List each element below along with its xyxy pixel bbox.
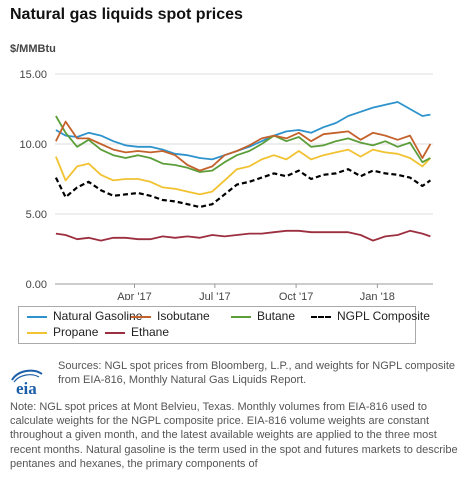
chart-title: Natural gas liquids spot prices bbox=[10, 6, 243, 23]
y-axis-label: $/MMBtu bbox=[10, 43, 56, 55]
series-line-propane bbox=[55, 148, 432, 196]
x-tick-label: Jan '18 bbox=[360, 291, 395, 300]
sources-text: Sources: NGL spot prices from Bloomberg,… bbox=[58, 360, 455, 386]
y-tick-labels: 0.00 5.00 10.00 15.00 bbox=[19, 69, 47, 291]
legend-label: Propane bbox=[53, 325, 99, 339]
series-line-butane bbox=[55, 115, 431, 173]
legend-swatch bbox=[105, 331, 125, 334]
note-text: Note: NGL spot prices at Mont Belvieu, T… bbox=[10, 401, 458, 470]
legend-item: Butane bbox=[231, 309, 295, 323]
series-lines bbox=[54, 101, 432, 242]
x-tick-label: Oct '17 bbox=[279, 291, 314, 300]
series-line-ngpl-composite bbox=[54, 168, 432, 209]
legend: Natural Gasoline Isobutane Butane NGPL Comp… bbox=[18, 306, 430, 344]
legend-label: NGPL Composite bbox=[337, 309, 430, 323]
line-chart: $/MMBtu 0.00 5.00 10.00 15.00 Apr '17 Jul '1… bbox=[10, 43, 433, 300]
legend-label: Isobutane bbox=[157, 309, 210, 323]
legend-swatch bbox=[131, 315, 151, 318]
x-tick-label: Apr '17 bbox=[117, 291, 152, 300]
eia-logo: eia bbox=[8, 368, 48, 398]
y-tick-label: 10.00 bbox=[19, 139, 47, 151]
y-tick-label: 0.00 bbox=[26, 279, 47, 291]
series-line-isobutane bbox=[55, 120, 432, 172]
legend-swatch bbox=[27, 331, 47, 334]
eia-logo-icon bbox=[11, 369, 43, 383]
legend-swatch bbox=[27, 315, 47, 318]
legend-item: Ethane bbox=[105, 325, 169, 339]
legend-item: Isobutane bbox=[131, 309, 210, 323]
legend-item: Propane bbox=[27, 325, 98, 339]
y-tick-label: 15.00 bbox=[19, 69, 47, 81]
legend-item: NGPL Composite bbox=[311, 309, 430, 323]
legend-swatch bbox=[231, 315, 251, 318]
x-tick-label: Jul '17 bbox=[199, 291, 230, 300]
legend-item: Natural Gasoline bbox=[27, 309, 142, 323]
y-tick-label: 5.00 bbox=[26, 209, 47, 221]
legend-swatch bbox=[311, 315, 331, 318]
x-tick-labels: Apr '17 Jul '17 Oct '17 Jan '18 bbox=[117, 284, 395, 300]
series-line-ethane bbox=[55, 229, 431, 242]
logo-text: eia bbox=[16, 379, 37, 398]
legend-label: Natural Gasoline bbox=[53, 309, 143, 323]
legend-label: Ethane bbox=[131, 325, 170, 339]
legend-label: Butane bbox=[257, 309, 296, 323]
